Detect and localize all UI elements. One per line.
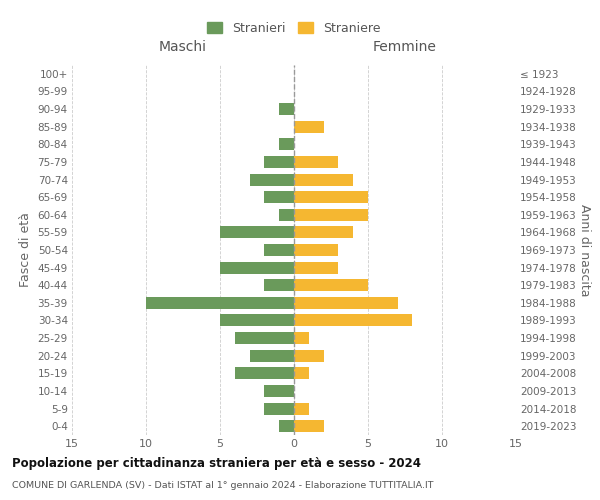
Bar (294, 350, 323, 362)
Bar (294, 368, 309, 380)
Text: Femmine: Femmine (373, 40, 437, 54)
Bar (294, 402, 309, 414)
Bar (294, 226, 353, 238)
Bar (220, 226, 294, 238)
Bar (294, 262, 338, 274)
Legend: Stranieri, Straniere: Stranieri, Straniere (201, 16, 387, 42)
Bar (294, 120, 323, 132)
Bar (265, 191, 294, 203)
Bar (265, 156, 294, 168)
Bar (235, 368, 294, 380)
Bar (294, 156, 338, 168)
Text: Popolazione per cittadinanza straniera per età e sesso - 2024: Popolazione per cittadinanza straniera p… (12, 458, 421, 470)
Bar (294, 297, 398, 309)
Bar (294, 244, 338, 256)
Bar (250, 350, 294, 362)
Y-axis label: Anni di nascita: Anni di nascita (578, 204, 591, 296)
Bar (279, 138, 294, 150)
Bar (265, 402, 294, 414)
Bar (265, 244, 294, 256)
Bar (279, 420, 294, 432)
Bar (265, 279, 294, 291)
Bar (294, 420, 323, 432)
Bar (279, 209, 294, 221)
Bar (235, 332, 294, 344)
Text: Maschi: Maschi (159, 40, 207, 54)
Bar (294, 332, 309, 344)
Bar (220, 314, 294, 326)
Bar (146, 297, 294, 309)
Bar (250, 174, 294, 186)
Text: COMUNE DI GARLENDA (SV) - Dati ISTAT al 1° gennaio 2024 - Elaborazione TUTTITALI: COMUNE DI GARLENDA (SV) - Dati ISTAT al … (12, 481, 433, 490)
Y-axis label: Fasce di età: Fasce di età (19, 212, 32, 288)
Bar (294, 174, 353, 186)
Bar (294, 314, 412, 326)
Bar (294, 209, 368, 221)
Bar (265, 385, 294, 397)
Bar (294, 279, 368, 291)
Bar (220, 262, 294, 274)
Bar (279, 103, 294, 115)
Bar (294, 191, 368, 203)
